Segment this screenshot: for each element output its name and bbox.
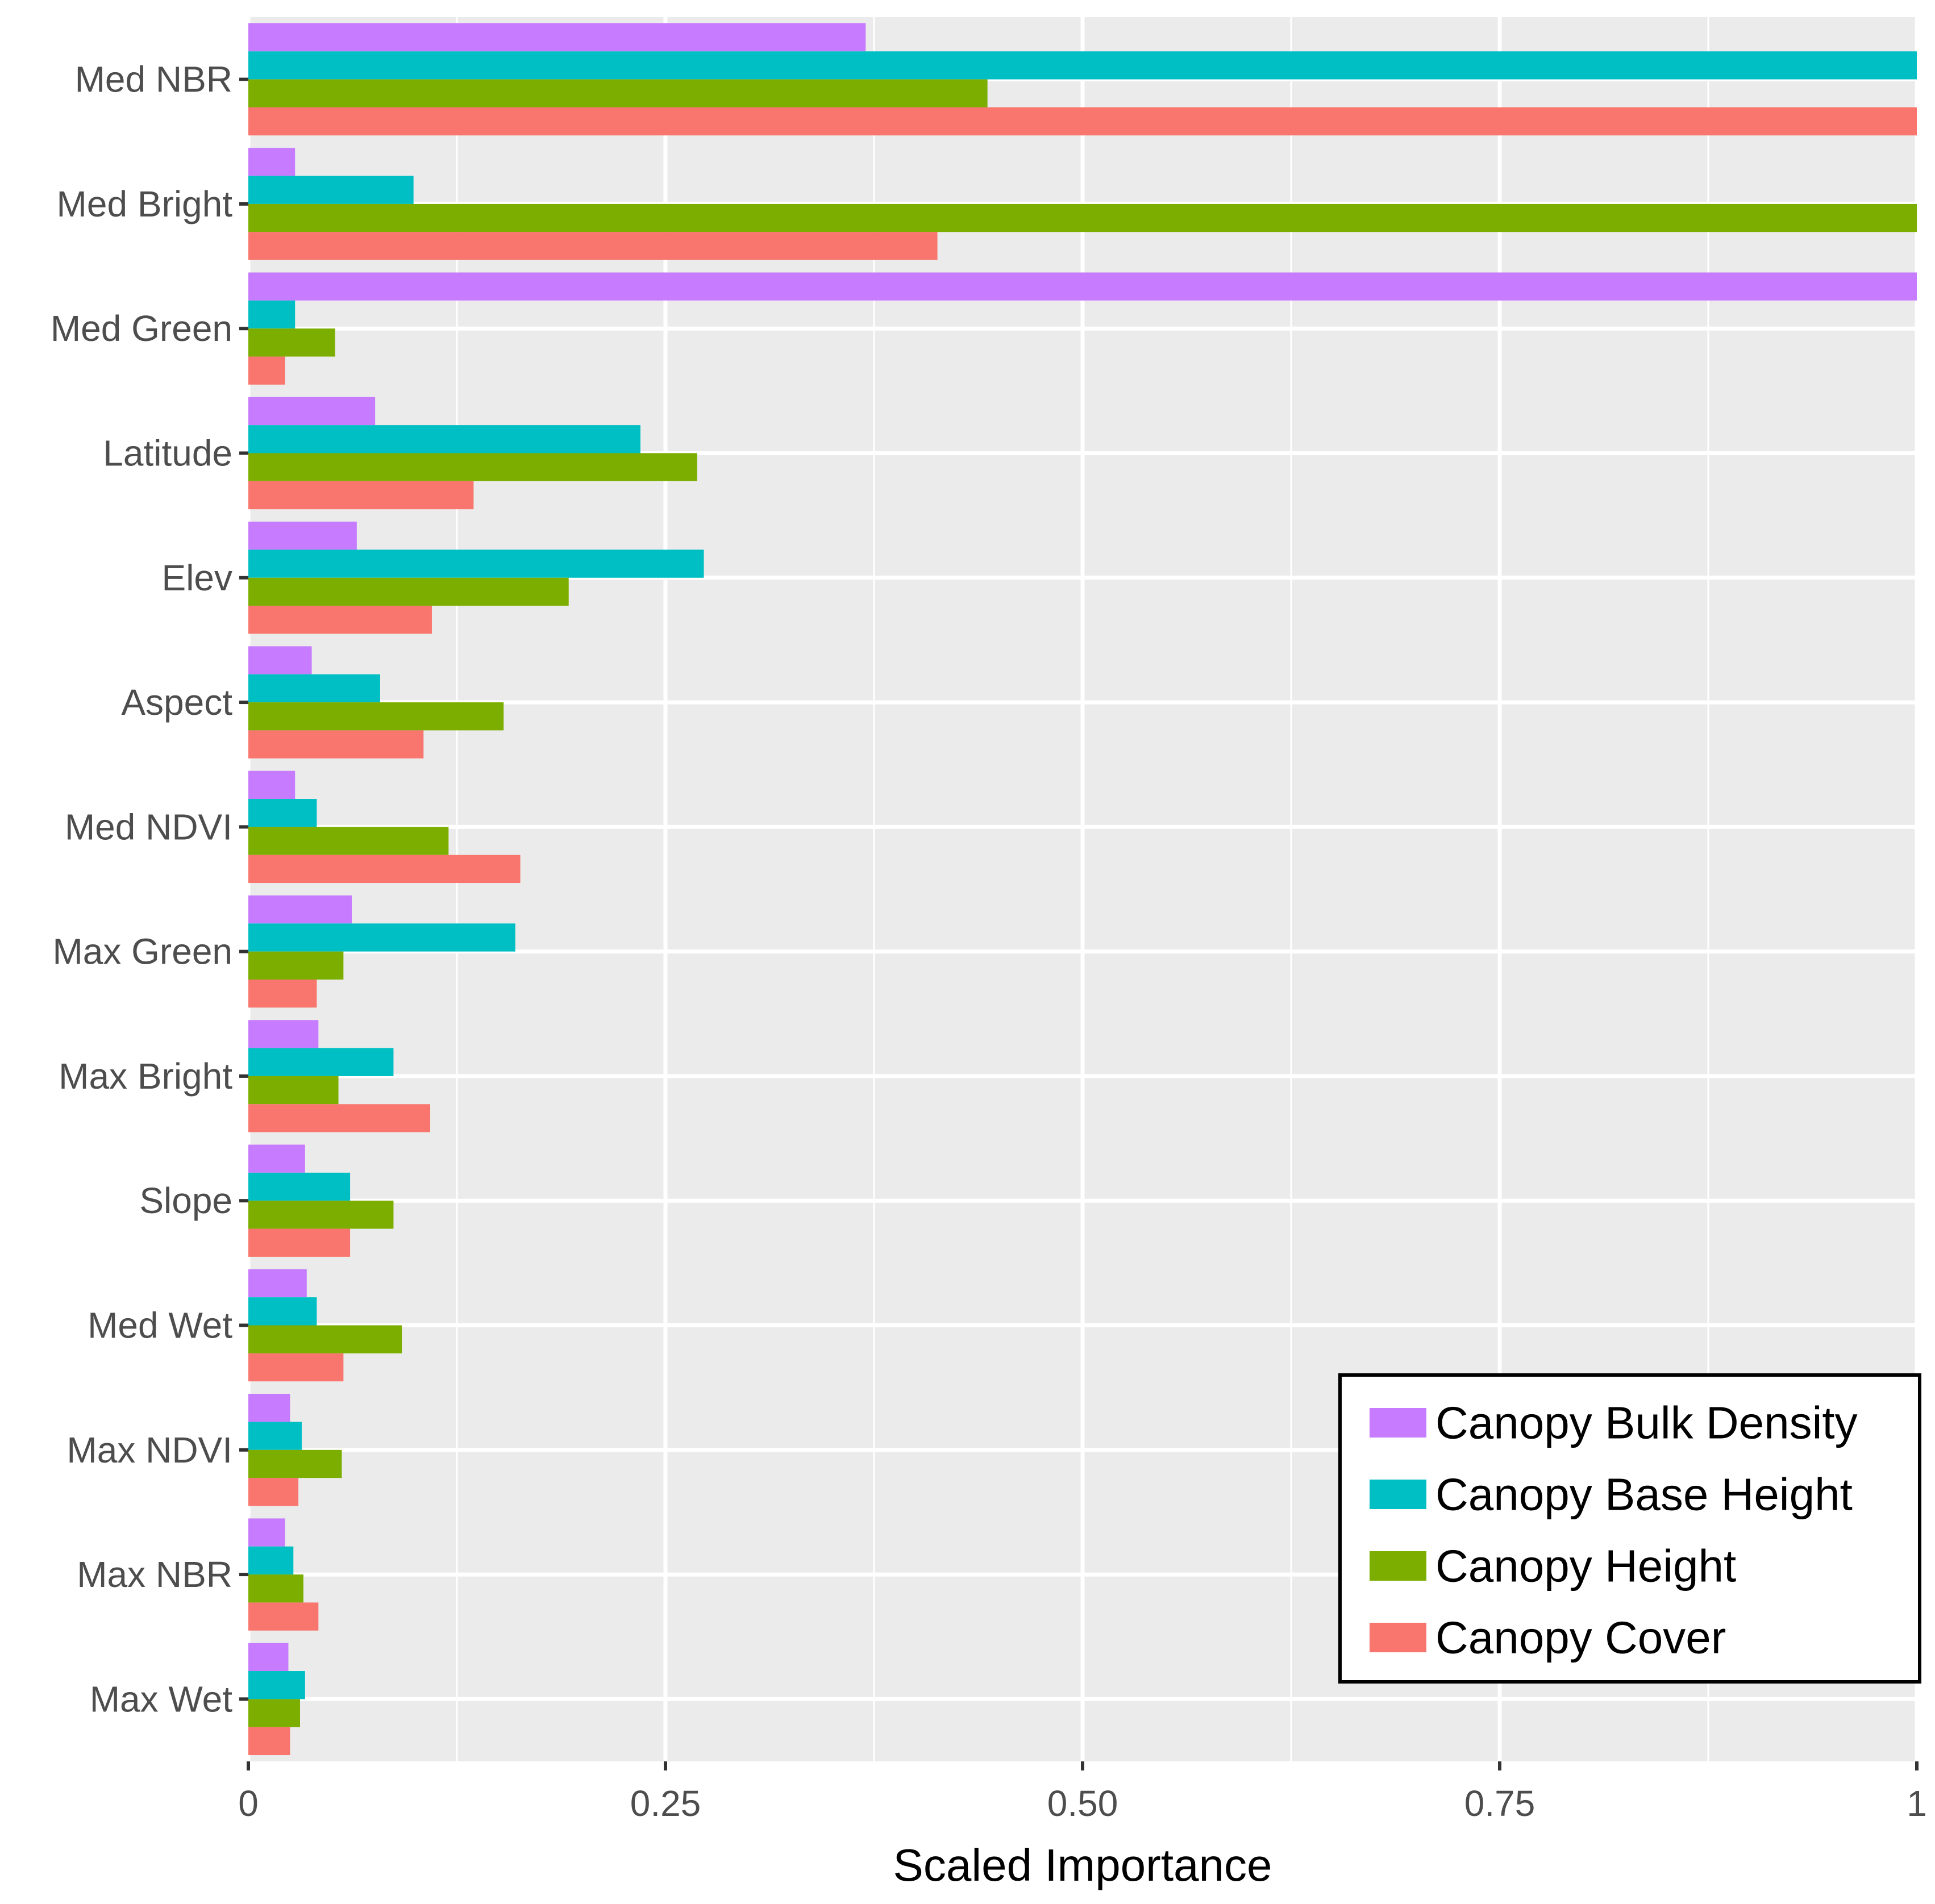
bar [248, 730, 424, 759]
bar [248, 356, 285, 385]
y-tick-label: Med NDVI [65, 806, 232, 847]
bar [248, 923, 515, 952]
bar [248, 1727, 290, 1756]
legend-label: Canopy Cover [1435, 1613, 1726, 1663]
bar [248, 148, 296, 176]
x-axis: 0 0.25 0.50 0.75 1 [238, 1761, 1927, 1824]
bar [248, 1172, 351, 1201]
bar [248, 272, 1917, 301]
bar [248, 577, 569, 606]
y-tick-label: Latitude [103, 433, 232, 474]
bar [248, 1518, 285, 1547]
y-tick-label: Elev [162, 557, 233, 598]
y-tick-label: Max Green [52, 931, 232, 972]
bar [248, 176, 414, 204]
bar [248, 1422, 302, 1450]
bar [248, 1546, 294, 1575]
bar [248, 1353, 344, 1382]
legend: Canopy Bulk Density Canopy Base Height Can… [1338, 1373, 1921, 1684]
x-tick-label: 0.50 [1047, 1783, 1118, 1824]
bar [248, 481, 474, 510]
bar [248, 646, 312, 674]
bar [248, 1325, 402, 1353]
bar [248, 522, 357, 550]
y-tick-label: Max NBR [77, 1554, 232, 1595]
y-axis: Med NBR Med Bright Med Green Latitude Elev As… [51, 59, 248, 1719]
bar [248, 1478, 299, 1506]
x-tick-label: 1 [1907, 1783, 1927, 1824]
x-tick-label: 0 [238, 1783, 259, 1824]
bar [248, 770, 296, 799]
legend-label: Canopy Bulk Density [1435, 1398, 1858, 1448]
bars [248, 23, 1917, 1756]
bar [248, 979, 317, 1008]
bar [248, 674, 380, 703]
legend-swatch [1370, 1408, 1426, 1438]
y-tick-label: Med Wet [88, 1305, 232, 1346]
bar [248, 895, 352, 924]
bar [248, 328, 335, 357]
bar [248, 1144, 305, 1173]
bar [248, 1602, 319, 1631]
bar [248, 1269, 307, 1298]
bar [248, 1643, 289, 1672]
y-tick-label: Med NBR [75, 59, 232, 100]
bar [248, 1574, 303, 1603]
bar [248, 951, 344, 980]
bar [248, 1449, 342, 1478]
x-tick-label: 0.25 [630, 1783, 701, 1824]
x-tick-label: 0.75 [1464, 1783, 1535, 1824]
bar [248, 23, 866, 52]
legend-swatch [1370, 1480, 1426, 1509]
legend-label: Canopy Base Height [1435, 1469, 1853, 1520]
bar [248, 855, 521, 884]
legend-box [1338, 1373, 1921, 1684]
bar [248, 1699, 301, 1727]
bar [248, 1020, 319, 1048]
bar [248, 300, 296, 329]
bar [248, 606, 432, 634]
legend-label: Canopy Height [1435, 1541, 1736, 1591]
y-tick-label: Aspect [121, 682, 232, 723]
y-tick-label: Max Wet [90, 1678, 233, 1719]
bar [248, 827, 449, 855]
bar [248, 1201, 394, 1229]
bar [248, 1048, 394, 1076]
y-tick-label: Max NDVI [66, 1430, 232, 1470]
bar [248, 1297, 317, 1326]
bar [248, 1228, 351, 1257]
bar [248, 1394, 290, 1422]
bar [248, 425, 640, 453]
bar [248, 799, 317, 827]
y-tick-label: Med Bright [57, 184, 233, 224]
bar [248, 107, 1917, 136]
bar [248, 1671, 305, 1699]
legend-swatch [1370, 1551, 1426, 1581]
y-tick-label: Slope [139, 1180, 232, 1221]
bar [248, 549, 704, 578]
y-tick-label: Med Green [51, 308, 232, 349]
bar [248, 1104, 431, 1132]
bar [248, 51, 1917, 80]
bar [248, 397, 376, 426]
bar [248, 702, 504, 731]
y-tick-label: Max Bright [59, 1056, 232, 1097]
bar [248, 203, 1917, 232]
x-axis-title: Scaled Importance [893, 1840, 1272, 1890]
bar [248, 453, 697, 481]
bar [248, 79, 988, 107]
bar [248, 1076, 339, 1105]
bar [248, 232, 938, 260]
legend-swatch [1370, 1623, 1426, 1652]
